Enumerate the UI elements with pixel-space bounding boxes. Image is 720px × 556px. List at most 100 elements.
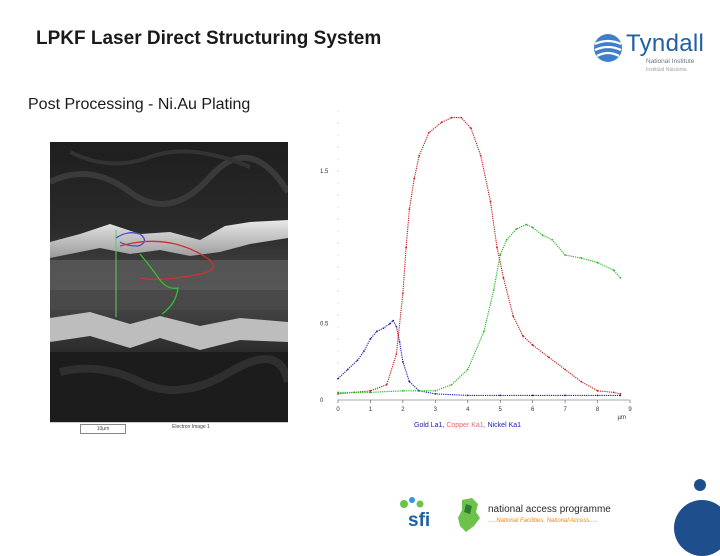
data-point-copper [450, 116, 453, 119]
data-point-copper [564, 368, 567, 371]
data-point-copper [489, 200, 492, 203]
x-tick-label: 9 [628, 407, 632, 413]
data-point-gold [398, 341, 401, 343]
sem-caption-bar: 10µm Electron Image 1 [50, 422, 288, 435]
x-tick-label: 3 [434, 407, 438, 413]
data-point-nickel [401, 389, 404, 392]
data-point-nickel [499, 254, 502, 256]
data-point-copper [596, 389, 599, 392]
data-point-nickel [450, 383, 453, 386]
data-point-gold [395, 325, 398, 328]
data-point-nickel [466, 368, 469, 371]
y-tick-label: 0.5 [320, 322, 329, 328]
data-point-gold [382, 327, 385, 330]
data-point-gold [531, 394, 534, 397]
data-point-copper [418, 154, 421, 157]
data-point-gold [376, 330, 378, 333]
data-point-gold [564, 394, 567, 397]
data-point-nickel [612, 269, 615, 272]
data-point-copper [413, 177, 416, 180]
data-point-gold [363, 350, 365, 353]
series-line-gold [337, 319, 621, 396]
data-point-copper [401, 292, 404, 295]
legend-copper: Copper Ka1 [446, 422, 484, 429]
data-point-gold [434, 392, 437, 395]
tyndall-logo-line2: Institiúid Náisiúnta [646, 67, 687, 73]
data-point-nickel [337, 391, 339, 394]
data-point-copper [547, 356, 550, 359]
data-point-gold [337, 377, 339, 380]
decorative-dot [694, 479, 706, 491]
series-line-nickel [338, 223, 621, 393]
data-point-nickel [525, 223, 528, 226]
series-line-copper [337, 117, 621, 395]
chart-series [337, 116, 622, 397]
data-point-copper [460, 116, 463, 119]
data-point-nickel [483, 330, 485, 333]
decorative-corner-circle [674, 500, 720, 556]
data-point-gold [499, 394, 502, 397]
data-point-copper [619, 392, 622, 395]
chart-axes: 0 1 2 3 4 5 6 7 8 9µm 0 0.5 1.5 [320, 110, 632, 421]
data-point-nickel [541, 234, 544, 237]
data-point-nickel [551, 238, 554, 241]
legend-gold: Gold La1 [414, 422, 443, 429]
data-point-copper [580, 380, 583, 383]
sem-electron-image [50, 142, 288, 422]
y-tick-label: 0 [320, 398, 324, 404]
data-point-copper [479, 154, 482, 157]
data-point-nickel [580, 257, 583, 259]
data-point-copper [496, 246, 498, 249]
sfi-logo-icon [400, 497, 424, 508]
footer-logos: sfi national access programme .....Natio… [390, 494, 680, 540]
x-tick-label: 2 [401, 407, 405, 413]
data-point-nickel [505, 238, 508, 241]
data-point-gold [389, 322, 391, 325]
data-point-copper [440, 121, 443, 124]
data-point-nickel [434, 389, 437, 392]
data-point-copper [502, 276, 505, 279]
line-profile-chart: 0 1 2 3 4 5 6 7 8 9µm 0 0.5 1.5 [320, 110, 632, 421]
data-point-nickel [531, 226, 534, 229]
data-point-nickel [564, 254, 567, 256]
sfi-logo-text: sfi [408, 510, 431, 531]
data-point-gold [369, 338, 372, 340]
x-tick-label: 7 [563, 407, 567, 413]
data-point-copper [337, 392, 339, 395]
data-point-copper [405, 246, 408, 249]
sem-image-label: Electron Image 1 [172, 424, 210, 430]
data-point-nickel [369, 391, 372, 394]
tyndall-logo-name: Tyndall [626, 30, 705, 57]
data-point-gold [392, 319, 395, 322]
data-point-nickel [515, 228, 518, 230]
data-point-nickel [492, 289, 495, 292]
data-point-gold [356, 359, 359, 362]
ireland-map-icon [458, 498, 480, 532]
tyndall-logo-line1: National Institute [646, 58, 695, 65]
data-point-gold [401, 360, 404, 363]
data-point-copper [369, 389, 372, 392]
data-point-gold [596, 394, 599, 397]
x-tick-label: 1 [369, 407, 373, 413]
data-point-copper [522, 334, 524, 337]
data-point-copper [612, 391, 615, 394]
data-point-copper [531, 344, 534, 346]
x-tick-label: 0 [336, 407, 340, 413]
data-point-gold [408, 380, 411, 383]
slide-title: LPKF Laser Direct Structuring System [36, 28, 382, 49]
tyndall-globe-icon [594, 34, 622, 62]
data-point-copper [470, 127, 472, 130]
x-tick-label: 8 [596, 407, 600, 413]
nap-logo-tagline: .....National Facilities, National Acces… [488, 518, 598, 524]
chart-legend: Gold La1, Copper Ka1, Nickel Ka1 [414, 422, 522, 429]
y-tick-label: 1.5 [320, 169, 329, 175]
slide-subtitle: Post Processing - Ni.Au Plating [28, 96, 251, 113]
nap-logo-title: national access programme [488, 504, 611, 515]
data-point-gold [346, 368, 349, 371]
data-point-copper [427, 131, 430, 134]
data-point-nickel [596, 261, 599, 264]
x-axis-label: µm [618, 415, 626, 421]
data-point-gold [466, 394, 469, 397]
legend-nickel: Nickel Ka1 [487, 422, 522, 429]
data-point-copper [385, 383, 388, 386]
